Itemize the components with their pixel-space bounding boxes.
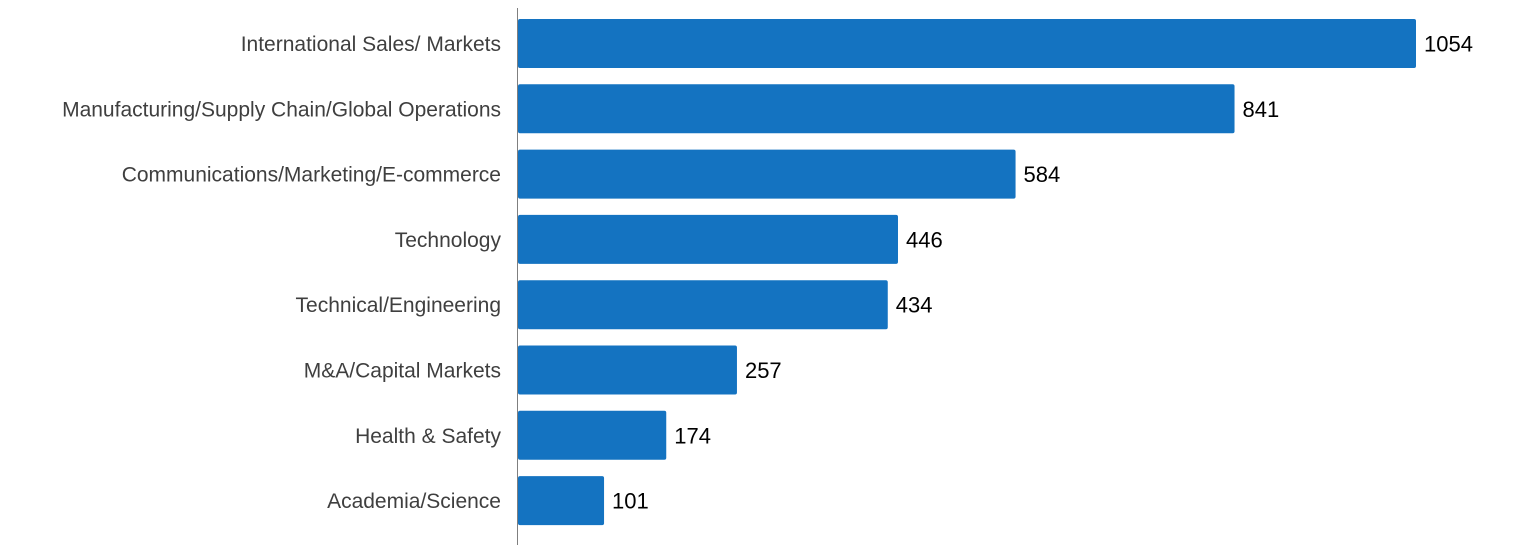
- bar: [518, 280, 888, 330]
- value-labels: 1054 841 584 446 434 257 174 101: [612, 32, 1473, 514]
- bar: [518, 410, 667, 460]
- category-label: Academia/Science: [327, 490, 501, 513]
- data-label: 434: [896, 293, 933, 318]
- bars-layer: [518, 19, 1416, 526]
- data-label: 841: [1243, 97, 1280, 122]
- category-label: International Sales/ Markets: [241, 33, 501, 56]
- category-labels: International Sales/ Markets Manufacturin…: [62, 33, 501, 513]
- category-label: Health & Safety: [355, 425, 501, 448]
- bar: [518, 19, 1416, 68]
- data-label: 1054: [1424, 32, 1473, 57]
- data-label: 257: [745, 358, 782, 383]
- bar: [518, 476, 605, 526]
- data-label: 101: [612, 489, 649, 514]
- data-label: 446: [906, 227, 943, 252]
- category-label: Communications/Marketing/E-commerce: [122, 164, 501, 187]
- category-label: Technology: [395, 229, 502, 252]
- data-label: 584: [1024, 162, 1061, 187]
- bar: [518, 214, 898, 264]
- category-label: Manufacturing/Supply Chain/Global Operat…: [62, 98, 501, 121]
- category-label: M&A/Capital Markets: [304, 360, 501, 383]
- data-label: 174: [674, 423, 711, 448]
- bar: [518, 84, 1235, 134]
- bar: [518, 149, 1016, 199]
- category-label: Technical/Engineering: [296, 294, 501, 317]
- bar: [518, 345, 737, 395]
